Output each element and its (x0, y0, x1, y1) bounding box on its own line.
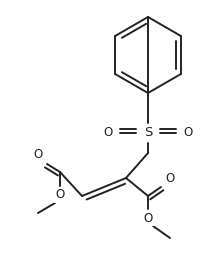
Text: O: O (165, 172, 175, 185)
Text: O: O (55, 189, 65, 202)
Text: O: O (183, 127, 193, 139)
Text: O: O (33, 148, 43, 161)
Text: O: O (143, 211, 153, 225)
Text: S: S (144, 127, 152, 139)
Text: O: O (103, 127, 113, 139)
